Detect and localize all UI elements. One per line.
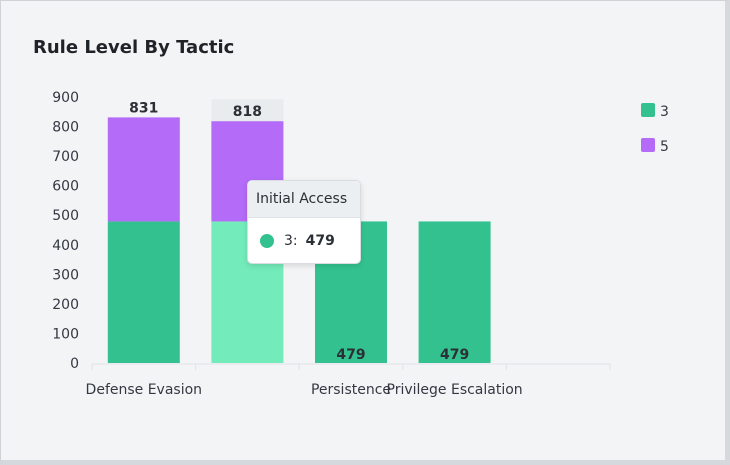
y-tick-label: 400	[52, 238, 79, 254]
chart-title: Rule Level By Tactic	[33, 37, 235, 58]
bar-3	[107, 221, 180, 363]
data-label: 479	[336, 347, 365, 363]
y-tick-label: 200	[52, 297, 79, 313]
legend-label-5: 5	[660, 139, 669, 155]
y-tick-label: 600	[52, 179, 79, 195]
tooltip-series-label: 3:	[284, 233, 298, 249]
legend-label-3: 3	[660, 104, 669, 120]
tooltip-title: Initial Access	[248, 181, 360, 218]
y-tick-label: 700	[52, 149, 79, 165]
x-tick-label: Defense Evasion	[86, 382, 203, 398]
bar-5	[107, 117, 180, 222]
y-tick-label: 0	[70, 356, 79, 372]
data-label: 479	[440, 347, 469, 363]
y-tick-label: 900	[52, 90, 79, 106]
y-tick-label: 500	[52, 208, 79, 224]
data-label: 818	[233, 104, 262, 120]
tooltip-value: 479	[305, 233, 335, 249]
data-label: 831	[129, 100, 158, 116]
x-tick-label: Persistence	[311, 382, 391, 398]
tooltip-row: 3: 479	[248, 218, 360, 264]
legend-marker-3	[641, 103, 655, 117]
bar-3	[418, 221, 491, 363]
y-tick-label: 100	[52, 326, 79, 342]
chart-tooltip: Initial Access 3: 479	[247, 180, 361, 264]
tooltip-series-marker-icon	[260, 234, 274, 248]
y-tick-label: 800	[52, 120, 79, 136]
legend-marker-5	[641, 138, 655, 152]
x-tick-label: Privilege Escalation	[387, 382, 523, 398]
y-tick-label: 300	[52, 267, 79, 283]
